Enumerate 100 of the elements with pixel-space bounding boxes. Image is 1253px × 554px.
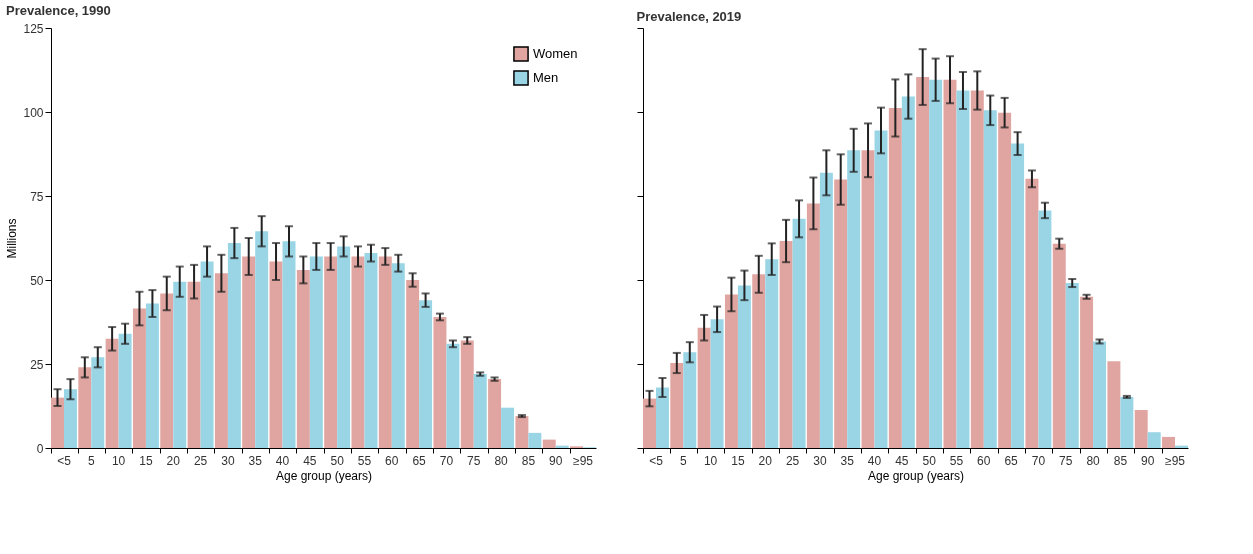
bar <box>105 338 119 448</box>
x-tick-label: 60 <box>385 453 399 468</box>
bar <box>187 281 201 448</box>
x-tick-label: 75 <box>467 453 481 468</box>
bar <box>501 407 515 448</box>
bar <box>901 96 915 448</box>
bar <box>819 172 833 448</box>
y-axis-title: Millions <box>5 218 20 259</box>
x-tick-label: 65 <box>412 453 427 468</box>
bar <box>888 107 902 448</box>
bar <box>91 357 105 448</box>
bar <box>683 352 697 448</box>
x-tick-label: 5 <box>679 453 687 468</box>
bar <box>132 308 146 448</box>
y-tick-label: 25 <box>30 357 44 372</box>
bar <box>1107 361 1121 448</box>
bar <box>670 362 684 448</box>
bar <box>765 259 779 448</box>
bar <box>655 387 669 448</box>
bar <box>1120 396 1134 448</box>
y-tick-label: 50 <box>30 273 44 288</box>
bar <box>861 150 875 448</box>
bar <box>929 79 943 448</box>
bar <box>78 367 92 448</box>
bar <box>364 253 378 448</box>
bar <box>710 319 724 448</box>
bar <box>337 246 351 448</box>
bar <box>1065 283 1079 448</box>
x-tick-label: 25 <box>785 453 800 468</box>
x-tick-label: 30 <box>221 453 235 468</box>
bar <box>528 432 542 448</box>
x-tick-label: 70 <box>439 453 454 468</box>
bar <box>200 261 214 448</box>
y-tick-label: 75 <box>30 189 44 204</box>
x-tick-label: 40 <box>275 453 290 468</box>
bar <box>488 379 502 448</box>
chart-title: Prevalence, 1990 <box>5 3 111 18</box>
bar <box>697 327 711 448</box>
x-tick-label: 90 <box>1141 453 1155 468</box>
bar <box>309 256 323 448</box>
bar <box>63 389 77 448</box>
bar <box>145 303 159 448</box>
x-axis-title: Age group (years) <box>275 468 373 483</box>
y-tick-label: 100 <box>23 105 44 120</box>
x-tick-label: 10 <box>703 453 718 468</box>
x-tick-label: 80 <box>494 453 509 468</box>
x-tick-label: 35 <box>248 453 263 468</box>
x-tick-label: 25 <box>193 453 208 468</box>
bar <box>643 398 656 448</box>
bar <box>998 112 1012 448</box>
x-tick-label: 35 <box>840 453 855 468</box>
x-tick-label: <5 <box>649 453 664 468</box>
x-tick-label: 85 <box>521 453 536 468</box>
bar <box>391 263 405 448</box>
x-tick-label: 75 <box>1059 453 1073 468</box>
bar <box>943 79 957 448</box>
x-tick-label: 85 <box>1113 453 1128 468</box>
x-tick-label: <5 <box>57 453 72 468</box>
bar <box>378 256 392 448</box>
bar <box>1162 436 1176 448</box>
x-tick-label: 30 <box>813 453 827 468</box>
x-tick-label: ≥95 <box>1165 453 1186 468</box>
bar <box>1134 410 1148 448</box>
x-tick-label: 55 <box>949 453 964 468</box>
bar <box>956 90 970 448</box>
x-tick-label: 55 <box>357 453 372 468</box>
x-tick-label: 80 <box>1086 453 1101 468</box>
bar <box>1052 243 1066 448</box>
bar <box>1038 210 1052 448</box>
bar <box>160 293 174 448</box>
bar <box>834 179 848 448</box>
bar <box>1025 178 1039 448</box>
bar <box>724 294 738 448</box>
x-tick-label: 60 <box>977 453 991 468</box>
bar <box>473 374 487 448</box>
bar <box>282 241 296 448</box>
bar <box>792 218 806 448</box>
bar <box>351 256 365 448</box>
bar <box>214 273 228 448</box>
x-tick-label: 70 <box>1031 453 1046 468</box>
x-tick-label: 65 <box>1004 453 1019 468</box>
bar <box>296 269 310 448</box>
bar <box>737 285 751 448</box>
bar <box>118 333 132 448</box>
x-tick-label: 50 <box>330 453 345 468</box>
x-tick-label: 15 <box>731 453 745 468</box>
x-tick-label: 5 <box>87 453 95 468</box>
x-tick-label: 40 <box>867 453 882 468</box>
x-tick-label: 20 <box>758 453 773 468</box>
bar <box>1147 432 1161 448</box>
bar <box>242 256 256 448</box>
bar <box>779 241 793 448</box>
bar <box>269 261 283 448</box>
bar <box>51 397 64 448</box>
bar <box>173 281 187 448</box>
x-tick-label: 15 <box>139 453 153 468</box>
bar <box>406 280 420 448</box>
x-tick-label: 10 <box>111 453 126 468</box>
y-tick-label: 0 <box>36 441 44 456</box>
bar <box>542 439 556 448</box>
